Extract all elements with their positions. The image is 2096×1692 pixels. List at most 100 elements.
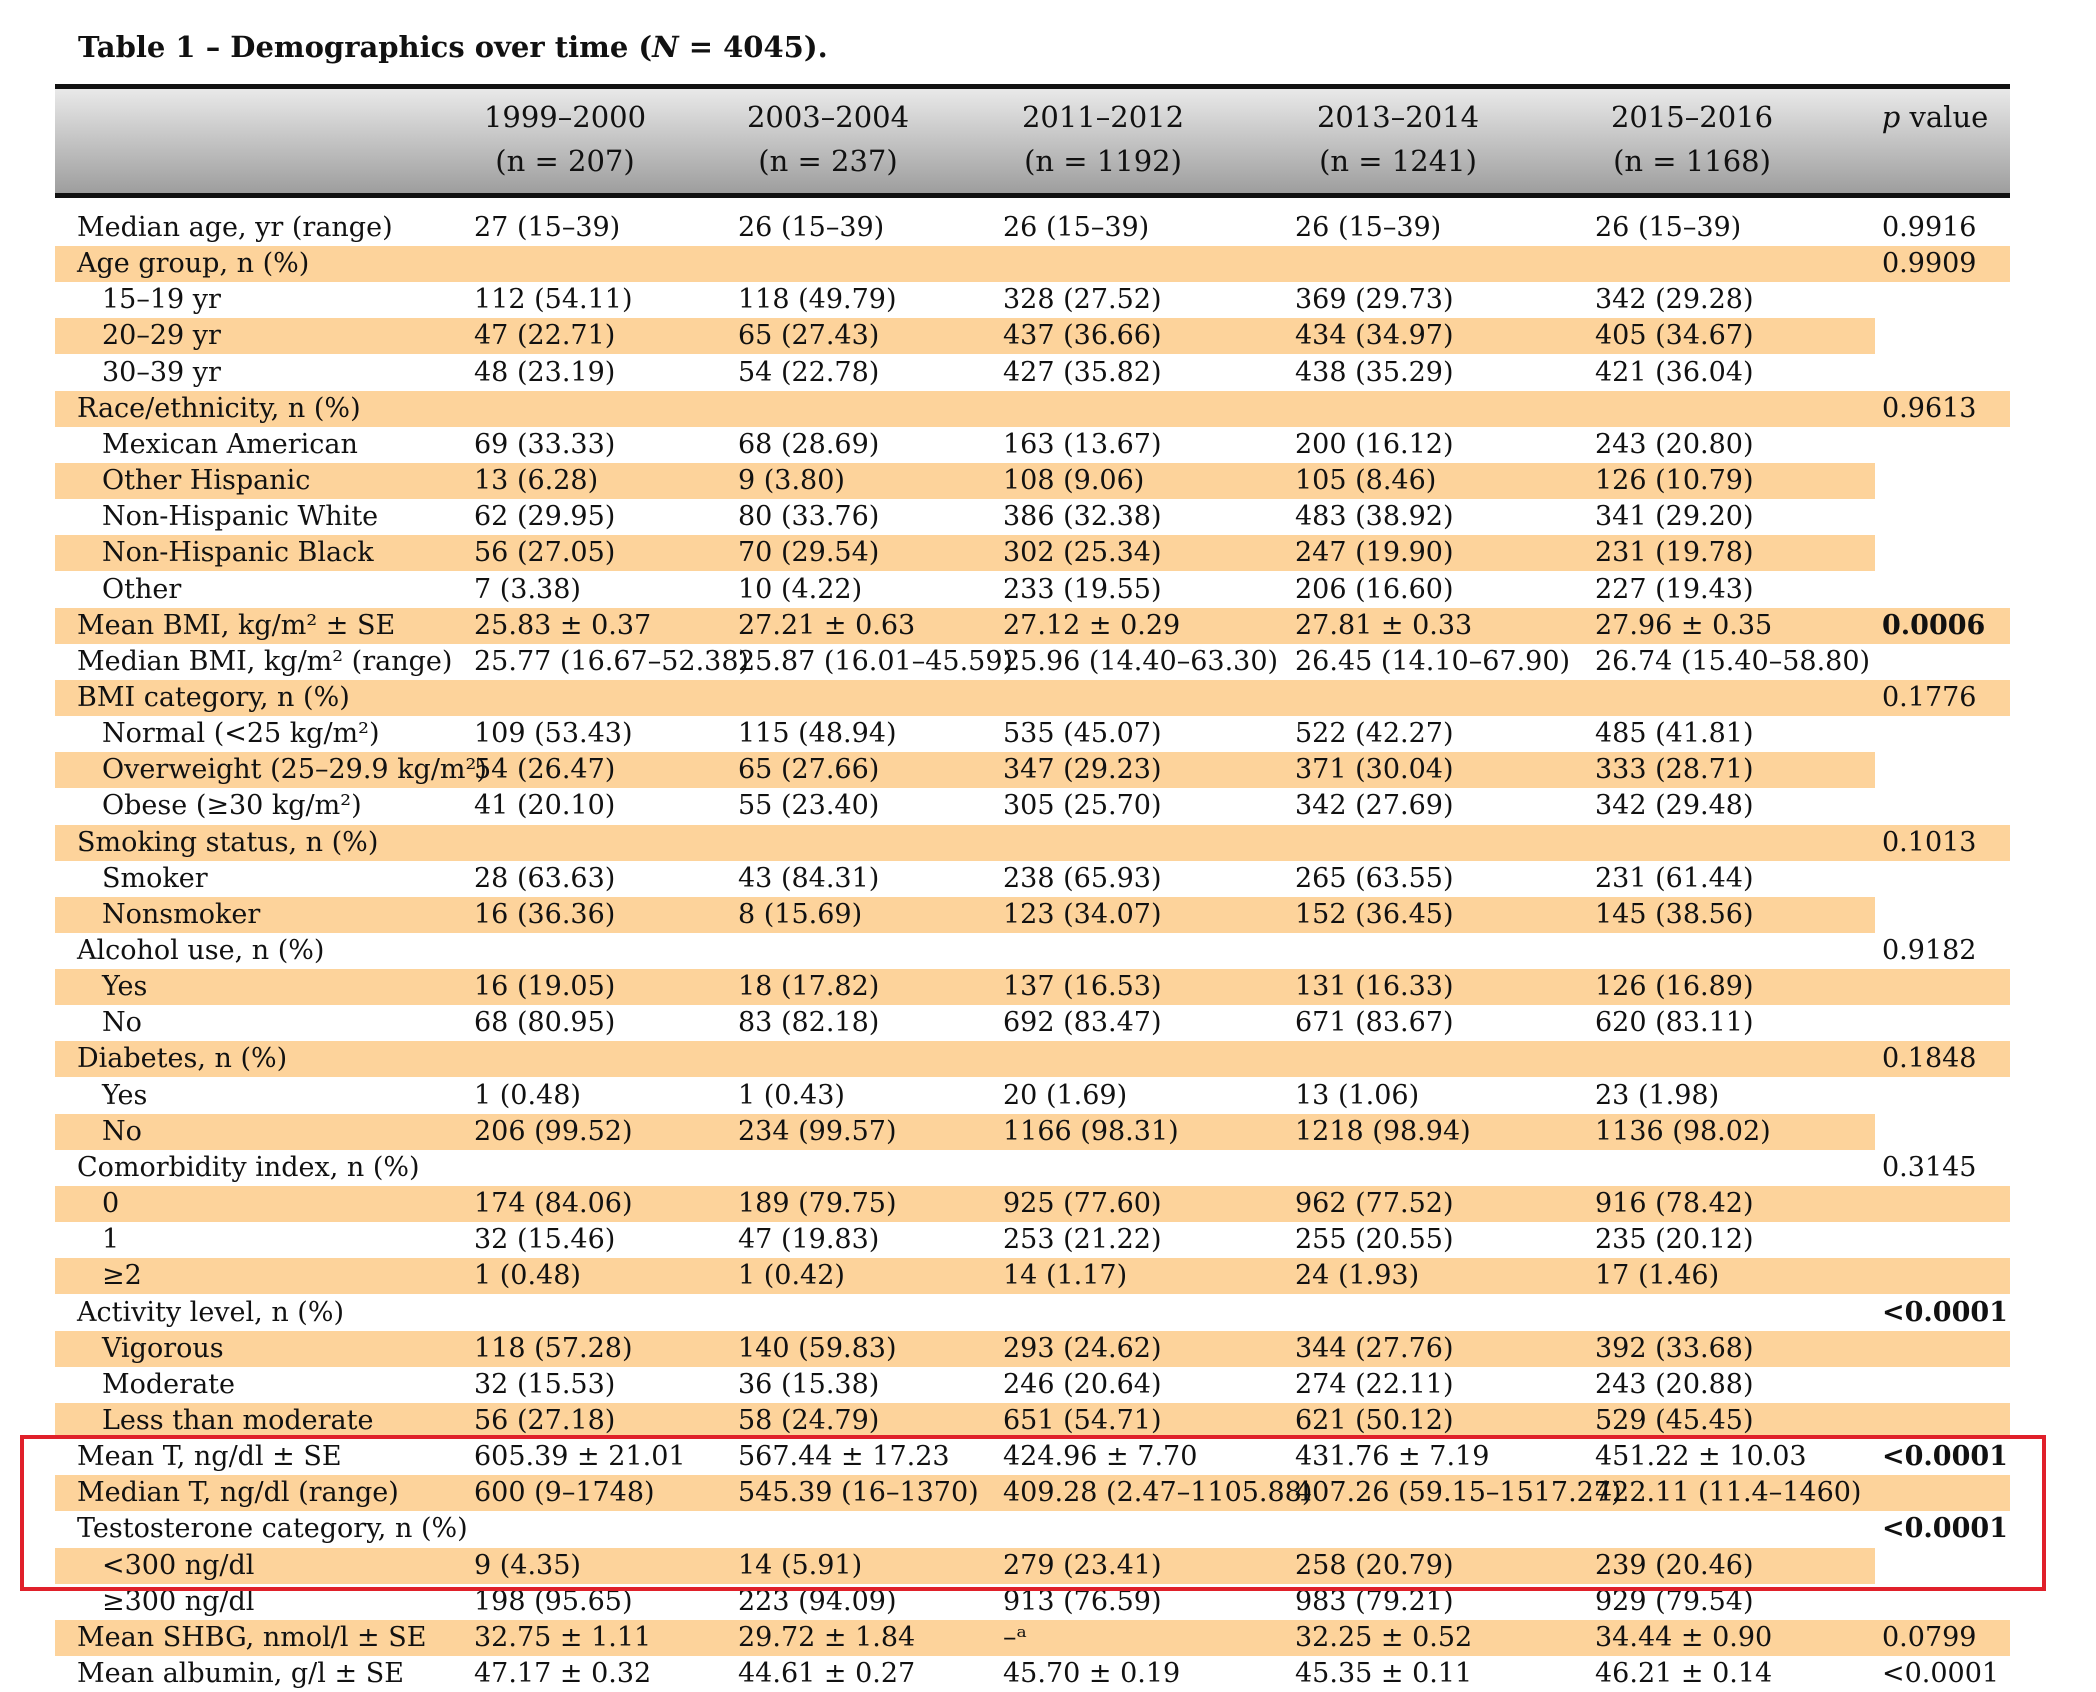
- row-value: 25.87 (16.01–45.59): [738, 646, 1014, 677]
- table-row: Mexican American 69 (33.33) 68 (28.69) 163 …: [55, 427, 2010, 463]
- row-value: 206 (99.52): [474, 1116, 633, 1147]
- row-value: 265 (63.55): [1295, 863, 1454, 894]
- table-row: 0 174 (84.06) 189 (79.75) 925 (77.60) 962 (7…: [55, 1186, 2010, 1222]
- row-value: 223 (94.09): [738, 1586, 897, 1617]
- row-value: 55 (23.40): [738, 790, 880, 821]
- header-rule: [55, 193, 2010, 198]
- table-row: Mean T, ng/dl ± SE 605.39 ± 21.01 567.44 ±…: [55, 1439, 2010, 1475]
- row-value: 342 (29.48): [1595, 790, 1754, 821]
- row-value: 26 (15–39): [1595, 212, 1742, 243]
- row-label: Median age, yr (range): [77, 212, 393, 243]
- row-value: 45.70 ± 0.19: [1003, 1658, 1181, 1689]
- row-value: 163 (13.67): [1003, 429, 1162, 460]
- row-value: 123 (34.07): [1003, 899, 1162, 930]
- row-value: 522 (42.27): [1295, 718, 1454, 749]
- row-label: Smoker: [102, 863, 208, 894]
- row-value: 62 (29.95): [474, 501, 616, 532]
- row-value: 47.17 ± 0.32: [474, 1658, 652, 1689]
- table-row: Smoking status, n (%) 0.1013: [55, 825, 2010, 861]
- table-row: Yes 16 (19.05) 18 (17.82) 137 (16.53) 131 (1…: [55, 969, 2010, 1005]
- row-value: 341 (29.20): [1595, 501, 1754, 532]
- row-label: 20–29 yr: [102, 320, 221, 351]
- row-label: Nonsmoker: [102, 899, 261, 930]
- row-value: 28 (63.63): [474, 863, 616, 894]
- row-label: Median T, ng/dl (range): [77, 1477, 399, 1508]
- row-value: 118 (57.28): [474, 1333, 633, 1364]
- row-value: 392 (33.68): [1595, 1333, 1754, 1364]
- row-value: 333 (28.71): [1595, 754, 1754, 785]
- row-value: 1166 (98.31): [1003, 1116, 1179, 1147]
- table-row: Mean albumin, g/l ± SE 47.17 ± 0.32 44.61 …: [55, 1656, 2010, 1692]
- row-label: Age group, n (%): [77, 248, 310, 279]
- p-value: 0.0006: [1882, 610, 1986, 641]
- row-label: Mean albumin, g/l ± SE: [77, 1658, 404, 1689]
- table-row: Mean BMI, kg/m² ± SE 25.83 ± 0.37 27.21 ± …: [55, 608, 2010, 644]
- row-value: 233 (19.55): [1003, 574, 1162, 605]
- row-label: Obese (≥30 kg/m²): [102, 790, 362, 821]
- header-col-p-value: p value: [1881, 100, 1989, 134]
- row-value: 47 (22.71): [474, 320, 616, 351]
- row-label: ≥300 ng/dl: [102, 1586, 255, 1617]
- row-value: 54 (26.47): [474, 754, 616, 785]
- table-row: 15–19 yr 112 (54.11) 118 (49.79) 328 (27.52…: [55, 282, 2010, 318]
- row-value: 424.96 ± 7.70: [1003, 1441, 1198, 1472]
- row-label: Other Hispanic: [102, 465, 311, 496]
- table-row: 1 32 (15.46) 47 (19.83) 253 (21.22) 255 (20.…: [55, 1222, 2010, 1258]
- row-value: 18 (17.82): [738, 971, 880, 1002]
- table-row: Non-Hispanic White 62 (29.95) 80 (33.76) 38…: [55, 499, 2010, 535]
- table-row: 20–29 yr 47 (22.71) 65 (27.43) 437 (36.66) 4…: [55, 318, 1875, 354]
- row-value: 916 (78.42): [1595, 1188, 1754, 1219]
- row-value: 239 (20.46): [1595, 1550, 1754, 1581]
- row-value: 258 (20.79): [1295, 1550, 1454, 1581]
- row-value: 26 (15–39): [1295, 212, 1442, 243]
- row-label: 15–19 yr: [102, 284, 221, 315]
- row-value: 32.75 ± 1.11: [474, 1622, 652, 1653]
- row-value: 137 (16.53): [1003, 971, 1162, 1002]
- table-row: <300 ng/dl 9 (4.35) 14 (5.91) 279 (23.41) 25…: [55, 1548, 1875, 1584]
- row-label: Smoking status, n (%): [77, 827, 379, 858]
- row-value: 293 (24.62): [1003, 1333, 1162, 1364]
- row-value: 621 (50.12): [1295, 1405, 1454, 1436]
- row-value: 8 (15.69): [738, 899, 863, 930]
- p-value: <0.0001: [1882, 1297, 2008, 1328]
- row-value: 65 (27.43): [738, 320, 880, 351]
- table-row: Activity level, n (%) <0.0001: [55, 1295, 2010, 1331]
- row-value: 206 (16.60): [1295, 574, 1454, 605]
- row-label: No: [102, 1116, 142, 1147]
- table-row: Median age, yr (range) 27 (15–39) 26 (15–3…: [55, 210, 2010, 246]
- table-row: Smoker 28 (63.63) 43 (84.31) 238 (65.93) 265…: [55, 861, 2010, 897]
- row-value: 115 (48.94): [738, 718, 897, 749]
- p-value: 0.9916: [1882, 212, 1977, 243]
- row-value: 46.21 ± 0.14: [1595, 1658, 1773, 1689]
- row-value: 14 (5.91): [738, 1550, 863, 1581]
- row-value: 434 (34.97): [1295, 320, 1454, 351]
- row-value: 26 (15–39): [1003, 212, 1150, 243]
- row-label: Race/ethnicity, n (%): [77, 393, 361, 424]
- row-value: 16 (36.36): [474, 899, 616, 930]
- table-header: 1999–2000 (n = 207) 2003–2004 (n = 237) 20…: [55, 89, 2010, 193]
- row-value: 238 (65.93): [1003, 863, 1162, 894]
- row-value: 27.81 ± 0.33: [1295, 610, 1473, 641]
- table-row: Less than moderate 56 (27.18) 58 (24.79) 65…: [55, 1403, 2010, 1439]
- row-value: 26 (15–39): [738, 212, 885, 243]
- p-value: <0.0001: [1882, 1513, 2008, 1544]
- row-value: 27.96 ± 0.35: [1595, 610, 1773, 641]
- row-value: 198 (95.65): [474, 1586, 633, 1617]
- table-row: Vigorous 118 (57.28) 140 (59.83) 293 (24.62…: [55, 1331, 2010, 1367]
- row-value: 1 (0.48): [474, 1080, 581, 1111]
- row-value: 145 (38.56): [1595, 899, 1754, 930]
- row-label: Less than moderate: [102, 1405, 374, 1436]
- row-label: Yes: [102, 1080, 148, 1111]
- row-value: 1136 (98.02): [1595, 1116, 1771, 1147]
- row-value: 20 (1.69): [1003, 1080, 1128, 1111]
- table-row: Age group, n (%) 0.9909: [55, 246, 2010, 282]
- row-value: 342 (29.28): [1595, 284, 1754, 315]
- row-value: 371 (30.04): [1295, 754, 1454, 785]
- row-value: 54 (22.78): [738, 357, 880, 388]
- table-row: Yes 1 (0.48) 1 (0.43) 20 (1.69) 13 (1.06) 23 …: [55, 1078, 2010, 1114]
- row-value: 485 (41.81): [1595, 718, 1754, 749]
- table-row: Other Hispanic 13 (6.28) 9 (3.80) 108 (9.06…: [55, 463, 1875, 499]
- row-value: 70 (29.54): [738, 537, 880, 568]
- row-value: 243 (20.88): [1595, 1369, 1754, 1400]
- row-value: 32 (15.53): [474, 1369, 616, 1400]
